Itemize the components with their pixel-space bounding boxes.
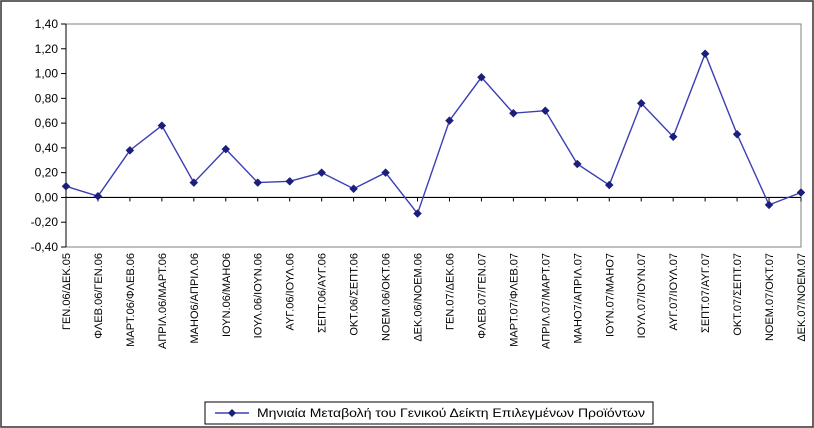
axes: -0,40 -0,20 0,00 0,20 0,40 0,60 0,80 1,00 1,20 1,… xyxy=(31,17,808,349)
data-point xyxy=(349,184,358,194)
legend: Μηνιαία Μεταβολή του Γενικού Δείκτη Επιλ… xyxy=(204,401,654,425)
data-point xyxy=(700,49,710,59)
x-tick-label: ΑΠΡΙΛ.06/ΜΑΡΤ.06 xyxy=(157,253,169,349)
data-point xyxy=(93,191,103,201)
x-tick-label: ΜΑΗΟ6/ΑΠΡΙΛ.06 xyxy=(189,253,201,344)
x-tick-label: ΝΟΕΜ.07/ΟΚΤ.07 xyxy=(764,253,776,341)
y-tick-label: 0,40 xyxy=(35,141,59,155)
x-tick-label: ΙΟΥΝ.07/ΜΑΗΟ7 xyxy=(604,253,616,337)
data-point xyxy=(413,209,422,218)
y-tick-label: 1,40 xyxy=(35,17,59,31)
legend-box xyxy=(204,401,654,425)
y-tick-label: -0,40 xyxy=(31,240,59,254)
data-point xyxy=(636,98,646,108)
x-tick-label: ΔΕΚ.07/ΝΟΕΜ.07 xyxy=(796,253,808,342)
data-point xyxy=(796,188,806,197)
legend-marker-sample xyxy=(228,409,236,417)
data-point xyxy=(253,178,263,187)
data-point xyxy=(732,129,742,139)
data-point xyxy=(157,121,167,130)
data-point xyxy=(285,176,295,186)
data-point xyxy=(189,178,199,187)
data-point xyxy=(221,144,231,154)
data-point xyxy=(381,168,390,178)
x-tick-label: ΙΟΥΛ.06/ΙΟΥΝ.06 xyxy=(253,253,265,338)
data-point xyxy=(125,146,135,155)
x-tick-label: ΜΑΡΤ.07/ΦΛΕΒ.07 xyxy=(508,253,520,347)
data-point xyxy=(509,108,518,118)
y-tick-label: 0,60 xyxy=(35,116,59,130)
x-tick-label: ΜΑΗΟ7/ΑΠΡΙΛ.07 xyxy=(572,253,584,344)
x-tick-label: ΣΕΠΤ.06/ΑΥΓ.06 xyxy=(317,253,329,333)
data-point xyxy=(61,181,71,191)
x-tick-label: ΦΛΕΒ.07/ΓΕΝ.07 xyxy=(476,253,488,339)
data-point xyxy=(477,72,486,82)
x-tick-label: ΟΚΤ.06/ΣΕΠΤ.06 xyxy=(349,253,361,336)
legend-label: Μηνιαία Μεταβολή του Γενικού Δείκτη Επιλ… xyxy=(257,408,645,420)
series-marks xyxy=(61,49,806,218)
x-tick-label: ΝΟΕΜ.06/ΟΚΤ.06 xyxy=(381,253,393,341)
y-tick-label: -0,20 xyxy=(31,215,59,229)
x-tick-label: ΑΠΡΙΛ.07/ΜΑΡΤ.07 xyxy=(540,253,552,349)
y-tick-label: 1,00 xyxy=(35,67,59,81)
data-point xyxy=(668,132,678,142)
series-line xyxy=(65,51,802,215)
data-point xyxy=(604,180,614,190)
x-tick-label: ΑΥΓ.07/ΙΟΥΛ.07 xyxy=(668,253,680,330)
x-tick-label: ΜΑΡΤ.06/ΦΛΕΒ.06 xyxy=(125,253,137,347)
x-tick-label: ΔΕΚ.06/ΝΟΕΜ.06 xyxy=(413,253,425,342)
x-tick-label: ΑΥΓ.06/ΙΟΥΛ.06 xyxy=(285,253,297,330)
data-point xyxy=(764,200,774,210)
data-point xyxy=(540,106,550,116)
data-point xyxy=(445,116,454,125)
x-tick-label: ΙΟΥΝ.06/ΜΑΗΟ6 xyxy=(221,253,233,337)
x-tick-label: ΣΕΠΤ.07/ΑΥΓ.07 xyxy=(700,253,712,333)
y-tick-label: 0,80 xyxy=(35,91,59,105)
y-tick-label: 0,20 xyxy=(35,166,59,180)
x-tick-label: ΓΕΝ.06/ΔΕΚ.05 xyxy=(61,253,73,330)
x-tick-label: ΦΛΕΒ.06/ΓΕΝ.06 xyxy=(93,253,105,339)
y-tick-label: 1,20 xyxy=(35,42,59,56)
x-tick-label: ΙΟΥΛ.07/ΙΟΥΝ.07 xyxy=(636,253,648,338)
x-tick-label: ΟΚΤ.07/ΣΕΠΤ.07 xyxy=(732,253,744,336)
x-tick-label: ΓΕΝ.07/ΔΕΚ.06 xyxy=(444,253,456,330)
y-tick-label: 0,00 xyxy=(35,190,59,204)
data-point xyxy=(572,159,582,169)
data-point xyxy=(317,168,327,178)
